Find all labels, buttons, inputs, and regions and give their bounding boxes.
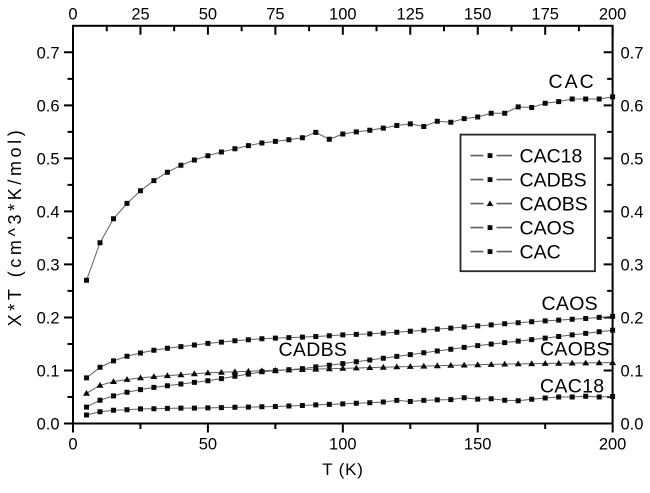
svg-text:CAOS: CAOS (542, 293, 598, 315)
svg-text:0.1: 0.1 (621, 363, 644, 381)
svg-text:75: 75 (266, 6, 284, 24)
svg-text:150: 150 (464, 436, 492, 454)
svg-text:0.5: 0.5 (37, 151, 60, 169)
svg-text:50: 50 (199, 436, 217, 454)
svg-text:CAC18: CAC18 (520, 146, 583, 168)
svg-text:175: 175 (531, 6, 559, 24)
svg-text:CAOBS: CAOBS (540, 338, 610, 360)
svg-text:150: 150 (464, 6, 492, 24)
svg-text:X*T (cm^3*K/mol): X*T (cm^3*K/mol) (5, 127, 25, 327)
svg-text:100: 100 (329, 6, 357, 24)
svg-text:0: 0 (68, 6, 77, 24)
svg-text:CAC18: CAC18 (540, 375, 604, 397)
svg-text:0.4: 0.4 (621, 204, 644, 222)
svg-text:0.5: 0.5 (621, 151, 644, 169)
svg-text:0.2: 0.2 (621, 310, 644, 328)
svg-text:125: 125 (397, 6, 425, 24)
svg-text:CAC: CAC (520, 242, 561, 264)
svg-text:0.6: 0.6 (621, 98, 644, 116)
svg-text:0: 0 (68, 436, 77, 454)
svg-text:0.3: 0.3 (621, 257, 644, 275)
svg-text:0.0: 0.0 (37, 416, 60, 434)
svg-text:100: 100 (329, 436, 357, 454)
svg-text:200: 200 (599, 6, 627, 24)
svg-text:200: 200 (599, 436, 627, 454)
svg-text:CAOS: CAOS (520, 218, 575, 240)
svg-text:0.7: 0.7 (37, 45, 60, 63)
svg-text:0.1: 0.1 (37, 363, 60, 381)
svg-text:0.6: 0.6 (37, 98, 60, 116)
svg-text:CAOBS: CAOBS (520, 194, 588, 216)
svg-text:0.4: 0.4 (37, 204, 60, 222)
svg-text:CAC: CAC (549, 71, 596, 93)
svg-text:0.0: 0.0 (621, 416, 644, 434)
svg-text:CADBS: CADBS (279, 339, 348, 361)
svg-text:50: 50 (199, 6, 217, 24)
svg-text:T (K): T (K) (322, 460, 363, 479)
svg-text:0.2: 0.2 (37, 310, 60, 328)
svg-text:25: 25 (131, 6, 149, 24)
svg-text:0.3: 0.3 (37, 257, 60, 275)
svg-text:0.7: 0.7 (621, 45, 644, 63)
svg-text:CADBS: CADBS (520, 170, 587, 192)
